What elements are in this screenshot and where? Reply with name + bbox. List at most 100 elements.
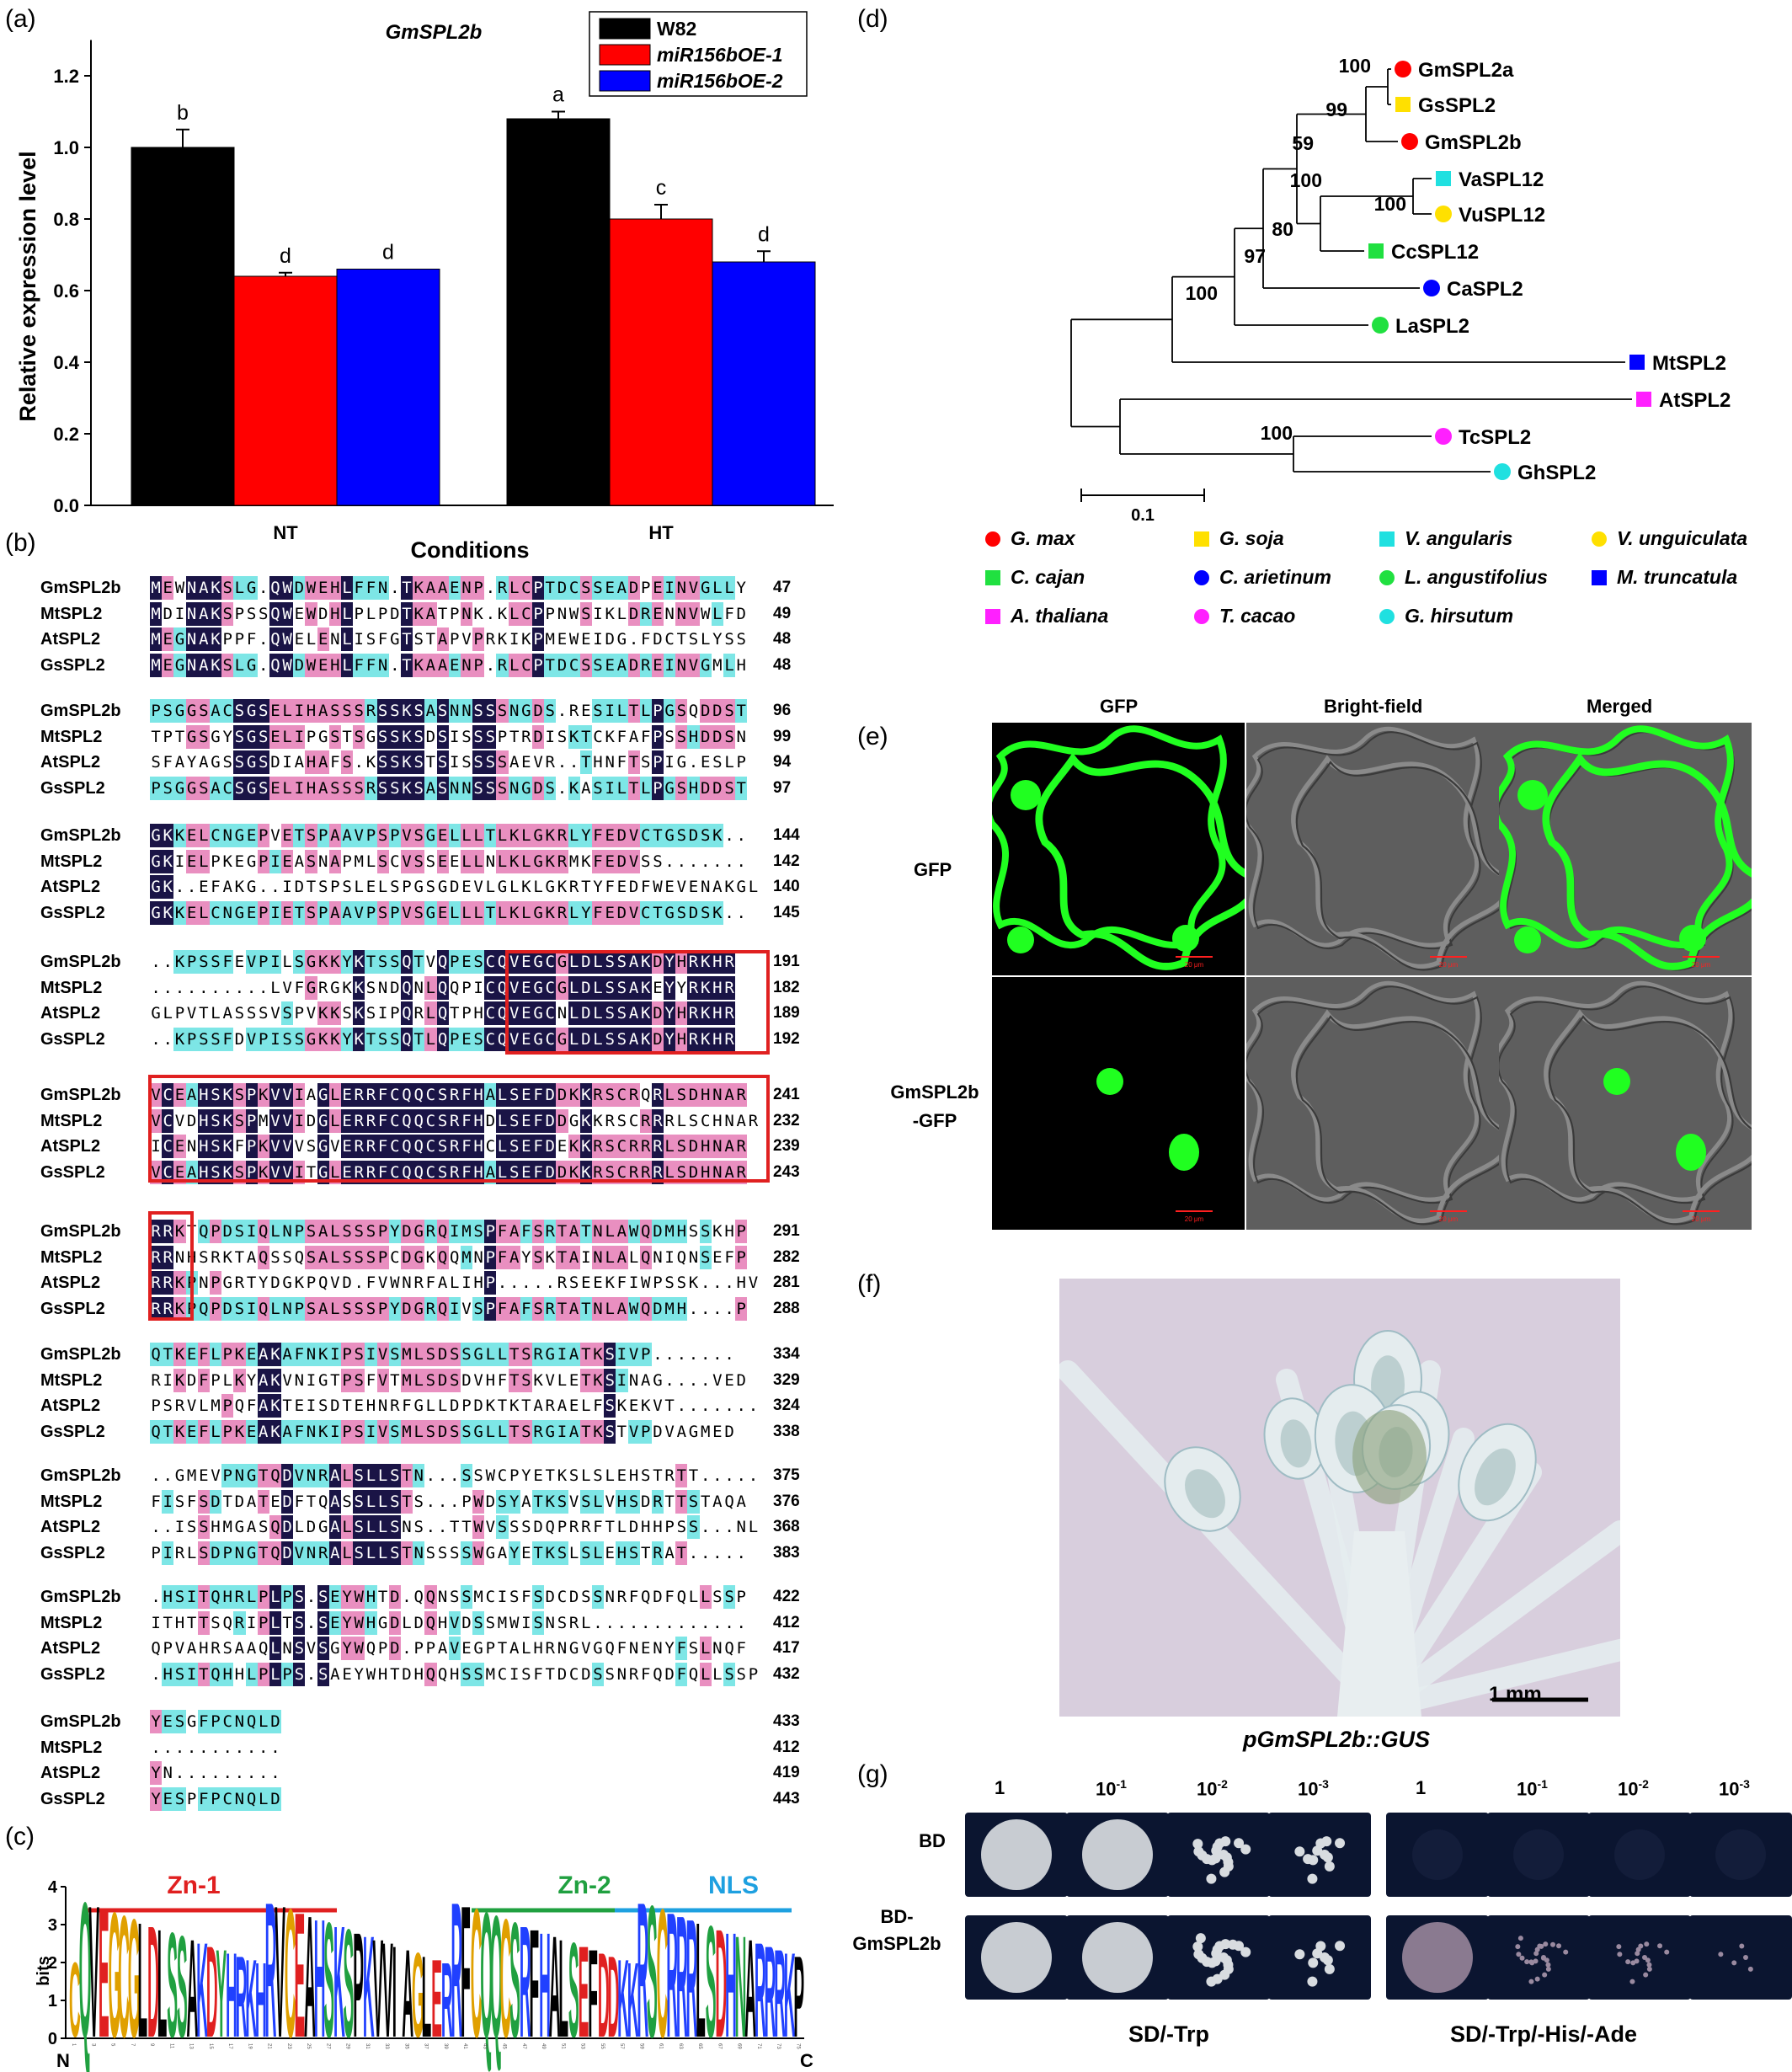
yeast-colony xyxy=(1731,1960,1737,1966)
gus-stain xyxy=(1280,1419,1312,1468)
dilution-header: 10-1 xyxy=(1517,1777,1548,1800)
yeast-colony xyxy=(1210,1853,1221,1864)
micro-scale-label: 20 μm xyxy=(1692,1215,1711,1223)
significance-letter: d xyxy=(382,241,394,264)
logo-letter: E xyxy=(99,1871,109,2072)
yeast-colony xyxy=(1082,1819,1153,1890)
yeast-colony-image xyxy=(1718,1943,1753,1972)
logo-letter: I xyxy=(392,1920,397,2065)
taxon-marker xyxy=(1372,317,1389,334)
residue-count: 140 xyxy=(773,878,800,895)
legend-label: V. angularis xyxy=(1405,527,1513,549)
logo-position-tick: 17 xyxy=(227,2043,232,2049)
logo-letter: D xyxy=(607,1931,619,2061)
gfp-nucleus-signal xyxy=(1172,925,1199,952)
dilution-exponent: -2 xyxy=(1217,1777,1228,1791)
logo-position-tick: 23 xyxy=(286,2043,291,2049)
yeast-colony xyxy=(1402,1922,1473,1993)
residue-count: 282 xyxy=(773,1247,800,1266)
legend-swatch xyxy=(1194,531,1209,547)
medium-label: SD/-Trp xyxy=(1128,2021,1210,2047)
yeast-plate-spot xyxy=(965,1813,1068,1897)
x-tick-label: NT xyxy=(273,522,298,543)
logo-letter: C xyxy=(69,1941,81,2060)
sequence-name: MtSPL2 xyxy=(40,604,103,623)
logo-letter: H xyxy=(226,1928,237,2063)
legend-swatch xyxy=(985,570,1000,585)
dilution-header: 10-3 xyxy=(1298,1777,1329,1800)
yeast-colony xyxy=(1540,1955,1546,1961)
residue-count: 96 xyxy=(773,702,792,719)
dilution-header: 10-1 xyxy=(1096,1777,1127,1800)
logo-letter: R xyxy=(685,1885,697,2072)
logo-position-tick: 63 xyxy=(678,2043,683,2049)
residue-count: 443 xyxy=(773,1789,800,1808)
dilution-base: 10 xyxy=(1096,1778,1117,1800)
logo-position-tick: 43 xyxy=(482,2043,487,2049)
logo-letter: F xyxy=(588,1925,598,2064)
inflorescence xyxy=(1059,1330,1620,1717)
logo-letter: Q xyxy=(79,1863,92,2072)
taxon-label: VuSPL12 xyxy=(1459,204,1545,227)
sequence-name: GmSPL2b xyxy=(40,1712,121,1731)
dilution-header: 1 xyxy=(1416,1777,1426,1799)
yeast-colony xyxy=(1635,1947,1641,1952)
yeast-colony-image xyxy=(1614,1829,1665,1880)
bar xyxy=(712,261,816,506)
alignment-row: GsSPL2 P I R L S D P N G T Q D V N R A L S L L S T N S S S S W G A Y E T K… xyxy=(40,1541,815,1565)
legend-label: C. arietinum xyxy=(1219,566,1331,588)
logo-position-tick: 11 xyxy=(168,2043,173,2049)
micrograph: 20 μm xyxy=(1499,723,1752,975)
logo-letter: H xyxy=(314,1885,326,2072)
yeast-colony xyxy=(1220,1939,1231,1950)
sequence-name: GmSPL2b xyxy=(40,826,121,845)
taxon-label: GmSPL2a xyxy=(1418,59,1514,82)
logo-letter: P xyxy=(793,1931,804,2061)
alignment-row: AtSPL2 R R K P N P G R T Y D G K P Q V D. F V W N R F A L I H P.....… xyxy=(40,1271,815,1295)
logo-letter: V xyxy=(88,1867,99,2072)
legend-swatch xyxy=(1194,609,1209,624)
sequence-name: AtSPL2 xyxy=(40,1396,101,1415)
logo-position-tick: 67 xyxy=(717,2043,722,2049)
bootstrap-value: 59 xyxy=(1292,132,1314,154)
sbp-box-highlight-2 xyxy=(148,1075,770,1183)
sequence-name: GsSPL2 xyxy=(40,903,105,922)
alignment-row: AtSPL2 .. I S S H M G A S Q D L D G A L S L L S N S.. T T W V S S S D Q… xyxy=(40,1515,815,1539)
legend-entry: G. soja xyxy=(1194,527,1284,550)
yeast-colony xyxy=(1212,1973,1223,1984)
alignment-row: GmSPL2b . H S I T Q H R L P L P S. S E Y W H T D. Q Q N S S M C I S F S… xyxy=(40,1585,815,1609)
yeast-colony xyxy=(1321,1836,1332,1847)
taxon-label: TcSPL2 xyxy=(1459,426,1531,449)
alignment-row: AtSPL2 P S R V L M P Q F A K T E I S D T E H N R F G L L D P D K T K T A R… xyxy=(40,1394,815,1418)
residue-count: 241 xyxy=(773,1086,800,1103)
motif-label: Zn-2 xyxy=(557,1872,611,1899)
cell-outline xyxy=(1246,980,1480,1202)
residue-count: 48 xyxy=(773,655,792,674)
nuclear-gfp-signal xyxy=(1676,1134,1706,1171)
panel-label-a: (a) xyxy=(5,5,36,33)
y-tick-label: 0.2 xyxy=(53,424,79,445)
micro-scale-label: 20 μm xyxy=(1439,961,1459,969)
yeast-colony xyxy=(1550,1941,1556,1947)
logo-letter: F xyxy=(461,1867,471,2072)
yeast-colony xyxy=(1294,1949,1305,1960)
yeast-colony xyxy=(1303,1854,1314,1865)
alignment-row: GsSPL2 P S G G S A C S G S E L I H A S S S R S S K S A S N N S S S N G D S… xyxy=(40,776,815,800)
yeast-colony xyxy=(1533,1958,1539,1964)
alignment-row: MtSPL2 T P T G S G Y S G S E L I P G S T S G S S K S D S I S S S P T R D I… xyxy=(40,724,815,749)
n-terminus-label: N xyxy=(56,2050,70,2071)
legend-label: G. hirsutum xyxy=(1405,605,1514,627)
logo-letter: C xyxy=(118,1880,130,2072)
alignment-row: GmSPL2b M E W N A K S L G. Q W D W E H L F F N. T K A A E N P. R L C P… xyxy=(40,576,815,600)
yeast-colony xyxy=(1534,1947,1540,1952)
micrograph: 20 μm xyxy=(1246,723,1499,975)
residue-count: 49 xyxy=(773,604,792,622)
yeast-colony xyxy=(1223,1856,1234,1867)
